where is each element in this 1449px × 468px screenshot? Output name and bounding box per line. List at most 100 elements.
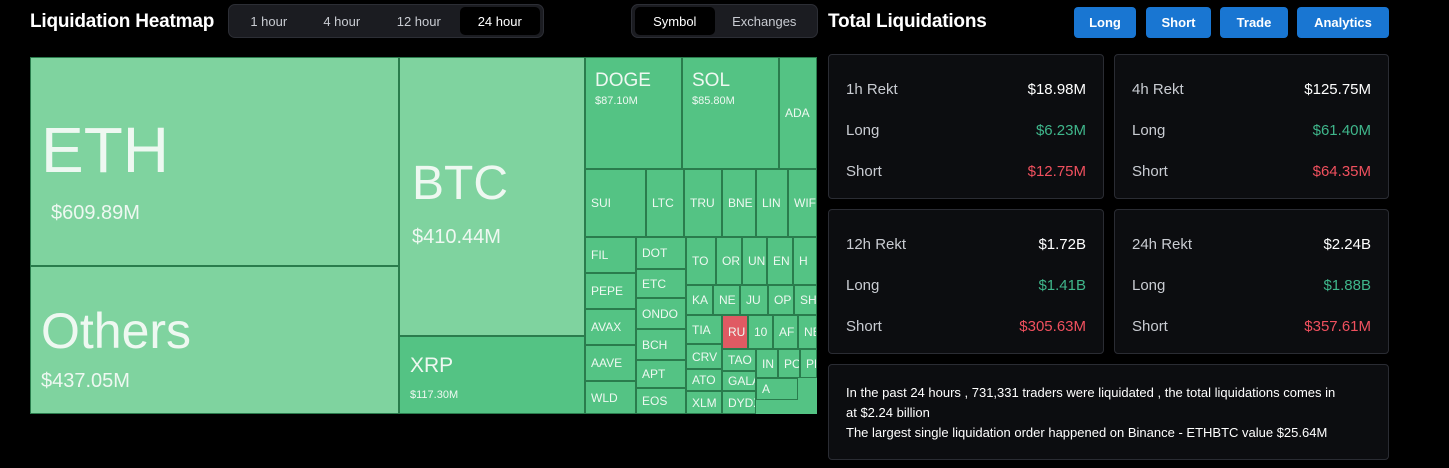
heatmap-cell-eth[interactable]: ETH $609.89M [30, 57, 399, 266]
tab-12-hour[interactable]: 12 hour [396, 13, 441, 29]
heatmap-cell-ne[interactable]: NE [798, 315, 817, 349]
heatmap-cell-fil[interactable]: FIL [585, 237, 636, 273]
heatmap-cell-tia[interactable]: TIA [686, 315, 722, 344]
long-label: Long [846, 121, 880, 139]
card-total: $2.24B [1323, 235, 1371, 253]
cell-symbol: CRV [692, 349, 718, 364]
cell-symbol: EOS [642, 394, 668, 408]
heatmap-cell-sh[interactable]: SH [794, 285, 817, 315]
heatmap-cell-en[interactable]: EN [767, 237, 793, 285]
heatmap-cell-avax[interactable]: AVAX [585, 309, 636, 345]
long-value: $61.40M [1312, 121, 1371, 139]
cell-symbol: A [762, 382, 771, 396]
heatmap-cell-apt[interactable]: APT [636, 360, 686, 388]
heatmap-cell-op[interactable]: OP [768, 285, 794, 315]
cell-symbol: BNE [728, 196, 753, 210]
cell-symbol: RU [728, 325, 746, 339]
cell-value: $85.80M [692, 95, 735, 107]
cell-symbol: APT [642, 367, 666, 381]
tab-1-hour[interactable]: 1 hour [250, 13, 288, 29]
tab-24-hour[interactable]: 24 hour [459, 7, 540, 35]
card-title: 4h Rekt [1132, 80, 1184, 98]
heatmap-cell-in[interactable]: IN [756, 349, 778, 378]
summary-line: In the past 24 hours , 731,331 traders w… [846, 385, 1336, 400]
cell-symbol: XRP [410, 354, 454, 377]
heatmap-cell-ondo[interactable]: ONDO [636, 298, 686, 329]
rekt-card-4h: 4h Rekt $125.75M Long $61.40M Short $64.35M [1114, 54, 1389, 199]
heatmap-cell-wld[interactable]: WLD [585, 381, 636, 414]
heatmap-cell-bne[interactable]: BNE [722, 169, 756, 237]
heatmap-cell-crv[interactable]: CRV [686, 344, 722, 369]
cell-symbol: ONDO [642, 306, 678, 321]
cell-symbol: WIF [794, 196, 816, 210]
cell-symbol: SH [800, 293, 817, 307]
cell-symbol: OP [774, 293, 792, 307]
heatmap-cell-xlm[interactable]: XLM [686, 391, 722, 414]
card-title: 12h Rekt [846, 235, 907, 253]
tab-symbol[interactable]: Symbol [635, 7, 715, 35]
heatmap-cell-sol[interactable]: SOL $85.80M [682, 57, 779, 169]
heatmap-cell-to[interactable]: TO [686, 237, 716, 285]
heatmap-cell-ju[interactable]: JU [740, 285, 768, 315]
short-label: Short [1132, 162, 1168, 180]
cell-symbol: ADA [785, 106, 810, 120]
tab-exchanges[interactable]: Exchanges [732, 13, 797, 29]
heatmap-cell-lin[interactable]: LIN [756, 169, 788, 237]
heatmap-cell-tao[interactable]: TAO [722, 349, 756, 371]
heatmap-cell-ka[interactable]: KA [686, 285, 713, 315]
heatmap-cell-ne[interactable]: NE [713, 285, 740, 315]
tab-4-hour[interactable]: 4 hour [323, 13, 361, 29]
heatmap-cell-eos[interactable]: EOS [636, 388, 686, 414]
heatmap-cell-wif[interactable]: WIF [788, 169, 817, 237]
short-button[interactable]: Short [1146, 7, 1211, 38]
heatmap-cell-ru[interactable]: RU [722, 315, 748, 349]
heatmap-cell-ada[interactable]: ADA [779, 57, 817, 169]
cell-symbol: SUI [591, 196, 612, 210]
cell-symbol: TAO [728, 353, 752, 367]
cell-symbol: 10 [754, 325, 768, 339]
heatmap-cell-aave[interactable]: AAVE [585, 345, 636, 381]
cell-symbol: OR [722, 254, 740, 268]
heatmap-cell-or[interactable]: OR [716, 237, 742, 285]
cell-symbol: LIN [762, 196, 781, 210]
cell-symbol: ETH [41, 114, 169, 186]
cell-symbol: LTC [652, 196, 674, 210]
heatmap-cell-bch[interactable]: BCH [636, 329, 686, 360]
heatmap-cell-sui[interactable]: SUI [585, 169, 646, 237]
cell-symbol: SOL [692, 70, 731, 91]
rekt-card-24h: 24h Rekt $2.24B Long $1.88B Short $357.61M [1114, 209, 1389, 354]
heatmap-cell-pe[interactable]: PE [800, 349, 817, 378]
cell-symbol: KA [692, 293, 709, 307]
heatmap-cell-h[interactable]: H [793, 237, 817, 285]
heatmap-cell-pepe[interactable]: PEPE [585, 273, 636, 309]
cell-symbol: BTC [412, 157, 508, 210]
heatmap-cell-un[interactable]: UN [742, 237, 767, 285]
short-value: $12.75M [1027, 162, 1086, 180]
heatmap-cell-tru[interactable]: TRU [684, 169, 722, 237]
heatmap-cell-af[interactable]: AF [773, 315, 798, 349]
heatmap-cell-a[interactable]: A [756, 378, 798, 400]
heatmap-cell-others[interactable]: Others $437.05M [30, 266, 399, 414]
trade-button[interactable]: Trade [1220, 7, 1288, 38]
cell-value: $87.10M [595, 95, 638, 107]
card-total: $125.75M [1304, 80, 1371, 98]
long-button[interactable]: Long [1074, 7, 1136, 38]
heatmap-cell-dydx[interactable]: DYDX [722, 391, 756, 414]
heatmap-cell-doge[interactable]: DOGE $87.10M [585, 57, 682, 169]
heatmap-cell-ato[interactable]: ATO [686, 369, 722, 391]
summary-line: The largest single liquidation order hap… [846, 425, 1328, 440]
cell-symbol: ATO [692, 373, 716, 387]
heatmap-cell-ltc[interactable]: LTC [646, 169, 684, 237]
heatmap-cell-10[interactable]: 10 [748, 315, 773, 349]
heatmap-cell-xrp[interactable]: XRP $117.30M [399, 336, 585, 414]
analytics-button[interactable]: Analytics [1297, 7, 1389, 38]
long-label: Long [1132, 276, 1166, 294]
cell-symbol: PE [806, 356, 816, 371]
heatmap-cell-dot[interactable]: DOT [636, 237, 686, 269]
heatmap-cell-etc[interactable]: ETC [636, 269, 686, 298]
short-value: $305.63M [1019, 317, 1086, 335]
heatmap-cell-po[interactable]: PO [778, 349, 800, 378]
heatmap-cell-btc[interactable]: BTC $410.44M [399, 57, 585, 336]
